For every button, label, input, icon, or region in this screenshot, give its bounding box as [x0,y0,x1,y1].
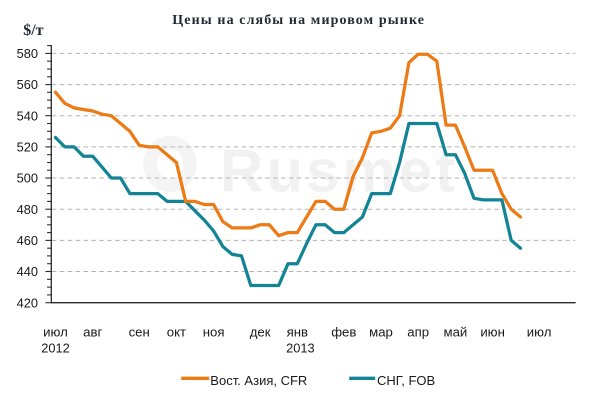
svg-text:420: 420 [17,295,38,310]
svg-text:Rusmet: Rusmet [220,138,458,205]
svg-text:$/т: $/т [23,22,43,39]
svg-text:Цены на слябы на мировом рынке: Цены на слябы на мировом рынке [172,13,425,28]
svg-text:дек: дек [250,325,271,340]
svg-text:ноя: ноя [203,325,225,340]
svg-text:440: 440 [17,264,38,279]
svg-text:июл: июл [43,325,68,340]
svg-text:500: 500 [17,171,38,186]
svg-text:560: 560 [17,77,38,92]
svg-text:фев: фев [331,325,356,340]
svg-text:580: 580 [17,46,38,61]
svg-text:2012: 2012 [41,341,69,356]
svg-text:460: 460 [17,233,38,248]
svg-text:май: май [444,325,468,340]
svg-text:480: 480 [17,202,38,217]
svg-text:апр: апр [407,325,429,340]
svg-text:520: 520 [17,140,38,155]
svg-text:авг: авг [83,325,102,340]
svg-text:2013: 2013 [286,341,314,356]
svg-text:янв: янв [287,325,308,340]
svg-text:сен: сен [129,325,150,340]
svg-text:окт: окт [167,325,186,340]
svg-text:СНГ, FOB: СНГ, FOB [377,373,435,388]
svg-text:июл: июл [527,325,552,340]
svg-text:540: 540 [17,108,38,123]
svg-text:мар: мар [369,325,393,340]
svg-text:Вост. Азия, CFR: Вост. Азия, CFR [210,373,307,388]
svg-text:июн: июн [480,325,505,340]
